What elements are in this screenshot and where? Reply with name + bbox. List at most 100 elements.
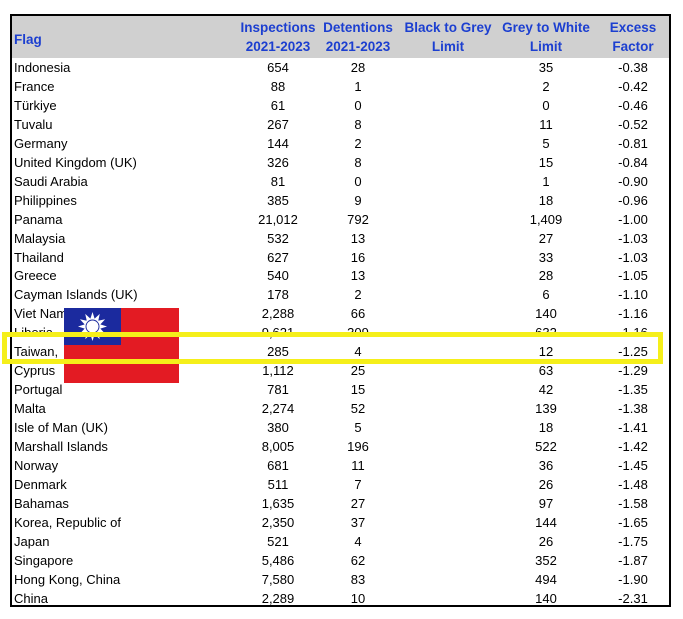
cell-detentions: 27	[350, 495, 366, 511]
header-flag: Flag	[14, 32, 42, 47]
cell-grey-to-white: 18	[538, 420, 554, 436]
cell-flag-name: United Kingdom (UK)	[14, 154, 137, 170]
cell-excess-factor: -1.41	[618, 420, 648, 436]
cell-flag-name: Germany	[14, 135, 68, 151]
table-row: Indonesia 654 28 35 -0.38	[12, 58, 669, 77]
cell-flag-name: France	[14, 78, 55, 94]
cell-excess-factor: -0.38	[618, 60, 648, 75]
cell-inspections: 781	[267, 382, 289, 398]
cell-inspections: 2,350	[261, 514, 295, 530]
table-row: Korea, Republic of 2,350 37 144 -1.65	[12, 513, 669, 532]
table-row: China 2,289 10 140 -2.31	[12, 589, 669, 608]
header-black-to-grey: Black to Grey Limit	[400, 18, 496, 56]
cell-detentions: 83	[350, 571, 366, 587]
header-grey-to-white: Grey to White Limit	[498, 18, 594, 56]
cell-excess-factor: -1.03	[618, 230, 648, 246]
cell-grey-to-white: 63	[538, 363, 554, 379]
cell-grey-to-white: 140	[535, 306, 557, 322]
cell-inspections: 285	[267, 344, 289, 360]
cell-excess-factor: -1.38	[618, 401, 648, 417]
cell-grey-to-white: 27	[538, 230, 554, 246]
cell-flag-name: Norway	[14, 457, 59, 473]
header-black-to-grey-line1: Black to Grey	[404, 20, 492, 35]
cell-grey-to-white: 28	[538, 268, 554, 284]
cell-inspections: 21,012	[258, 211, 298, 227]
cell-grey-to-white: 2	[542, 78, 550, 94]
cell-detentions: 16	[350, 249, 366, 265]
cell-excess-factor: -0.46	[618, 97, 648, 113]
cell-inspections: 521	[267, 533, 289, 549]
cell-flag-name: Portugal	[14, 382, 63, 398]
header-detentions-line2: 2021-2023	[325, 39, 391, 54]
cell-flag-name: Cyprus	[14, 363, 56, 379]
cell-excess-factor: -1.87	[618, 552, 648, 568]
cell-excess-factor: -1.29	[618, 363, 648, 379]
header-grey-to-white-line1: Grey to White	[502, 20, 590, 35]
cell-flag-name: Taiwan,	[14, 344, 59, 360]
table-row: Philippines 385 9 18 -0.96	[12, 191, 669, 210]
cell-inspections: 178	[267, 287, 289, 303]
cell-grey-to-white: 15	[538, 154, 554, 170]
table-row: Portugal 781 15 42 -1.35	[12, 380, 669, 399]
cell-grey-to-white: 522	[535, 439, 557, 454]
cell-detentions: 52	[350, 401, 366, 417]
table-row: United Kingdom (UK) 326 8 15 -0.84	[12, 153, 669, 172]
cell-flag-name: Isle of Man (UK)	[14, 420, 108, 436]
cell-excess-factor: -0.81	[618, 135, 648, 151]
cell-flag-name: Japan	[14, 533, 50, 549]
cell-excess-factor: -1.05	[618, 268, 648, 284]
cell-grey-to-white: 97	[538, 495, 554, 511]
header-inspections: Inspections 2021-2023	[238, 18, 318, 56]
table-row: Thailand 627 16 33 -1.03	[12, 248, 669, 267]
header-inspections-line1: Inspections	[240, 20, 316, 35]
highlight-box	[2, 332, 663, 364]
cell-flag-name: Malaysia	[14, 230, 66, 246]
cell-excess-factor: -1.48	[618, 476, 648, 492]
cell-flag-name: Korea, Republic of	[14, 514, 121, 530]
cell-inspections: 2,274	[261, 401, 295, 417]
cell-detentions: 8	[354, 116, 362, 132]
cell-inspections: 540	[267, 268, 289, 284]
cell-excess-factor: -1.00	[618, 211, 648, 227]
cell-detentions: 1	[354, 78, 362, 94]
cell-excess-factor: -0.42	[618, 78, 648, 94]
cell-flag-name: Indonesia	[14, 60, 71, 75]
cell-inspections: 61	[270, 97, 286, 113]
cell-grey-to-white: 144	[535, 514, 557, 530]
cell-excess-factor: -1.58	[618, 495, 648, 511]
cell-detentions: 66	[350, 306, 366, 322]
table-row: Germany 144 2 5 -0.81	[12, 134, 669, 153]
cell-detentions: 7	[354, 476, 362, 492]
table-row: Greece 540 13 28 -1.05	[12, 266, 669, 285]
table-row: Cyprus 1,112 25 63 -1.29	[12, 361, 669, 380]
cell-excess-factor: -1.35	[618, 382, 648, 398]
cell-grey-to-white: 139	[535, 401, 557, 417]
cell-inspections: 267	[267, 116, 289, 132]
cell-inspections: 385	[267, 192, 289, 208]
cell-detentions: 2	[354, 135, 362, 151]
flag-performance-table: Flag Inspections 2021-2023 Detentions 20…	[10, 14, 671, 607]
cell-grey-to-white: 6	[542, 287, 550, 303]
cell-detentions: 0	[354, 97, 362, 113]
cell-detentions: 0	[354, 173, 362, 189]
table-row: Japan 521 4 26 -1.75	[12, 532, 669, 551]
cell-grey-to-white: 33	[538, 249, 554, 265]
cell-detentions: 4	[354, 344, 362, 360]
cell-detentions: 28	[350, 60, 366, 75]
table-row: Malta 2,274 52 139 -1.38	[12, 399, 669, 418]
cell-detentions: 11	[351, 457, 365, 473]
cell-excess-factor: -1.90	[618, 571, 648, 587]
cell-excess-factor: -0.96	[618, 192, 648, 208]
cell-inspections: 81	[270, 173, 286, 189]
cell-inspections: 511	[267, 476, 289, 492]
header-detentions-line1: Detentions	[323, 20, 393, 35]
cell-grey-to-white: 494	[535, 571, 557, 587]
cell-grey-to-white: 35	[538, 60, 554, 75]
cell-excess-factor: -0.52	[618, 116, 648, 132]
cell-excess-factor: -1.42	[618, 439, 648, 454]
table-row: Tuvalu 267 8 11 -0.52	[12, 115, 669, 134]
cell-grey-to-white: 18	[538, 192, 554, 208]
cell-inspections: 88	[270, 78, 286, 94]
cell-inspections: 627	[267, 249, 289, 265]
cell-inspections: 326	[267, 154, 289, 170]
